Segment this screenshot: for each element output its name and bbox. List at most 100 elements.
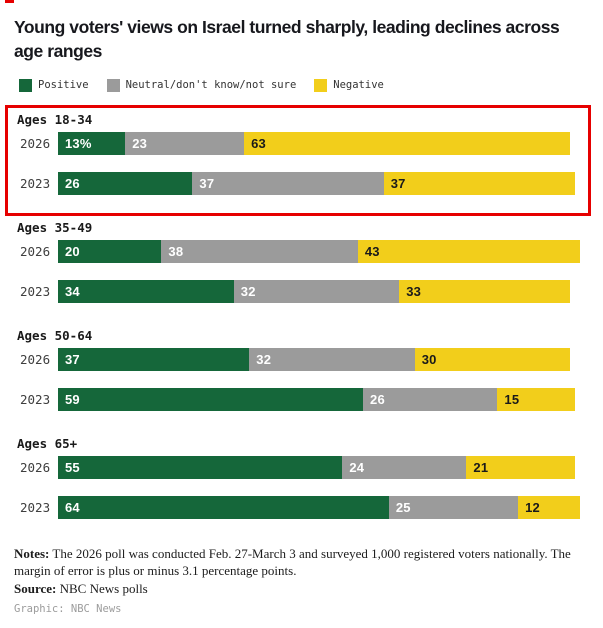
age-group-label: Ages 18-34: [17, 111, 93, 127]
segment-positive: 13%: [58, 131, 126, 155]
segment-value: 37: [65, 351, 80, 367]
bar-row-2026: 2026 55 24 21: [14, 455, 575, 479]
source-label: Source:: [14, 580, 57, 596]
segment-positive: 55: [58, 455, 343, 479]
year-label: 2023: [20, 175, 51, 191]
segment-value: 59: [65, 391, 80, 407]
age-group-section: Ages 35-49 2026 20 38 43 2023 34 32 33: [14, 219, 581, 303]
segment-neutral: 37: [192, 171, 384, 195]
source-text: NBC News polls: [59, 580, 148, 596]
bar-row-2023: 2023 34 32 33: [14, 279, 575, 303]
segment-value: 33: [406, 283, 422, 299]
neutral-swatch-icon: [106, 78, 120, 92]
stacked-bar: 26 37 37: [58, 171, 575, 195]
segment-neutral: 32: [249, 347, 415, 371]
segment-negative: 21: [466, 455, 575, 479]
bar-row-2026: 2026 13% 23 63: [14, 131, 575, 155]
age-group-section: Ages 18-34 2026 13% 23 63 2023 26 37 37: [5, 104, 591, 216]
notes-label: Notes:: [14, 545, 50, 561]
segment-value: 26: [65, 175, 80, 191]
segment-value: 38: [168, 243, 184, 259]
segment-positive: 37: [58, 347, 250, 371]
segment-positive: 64: [58, 495, 389, 519]
age-group-label: Ages 35-49: [17, 219, 93, 235]
segment-neutral: 23: [125, 131, 245, 155]
bar-row-2023: 2023 26 37 37: [14, 171, 575, 195]
bar-row-2023: 2023 64 25 12: [14, 495, 581, 519]
year-label: 2026: [20, 459, 51, 475]
segment-value: 15: [504, 391, 520, 407]
segment-negative: 63: [244, 131, 570, 155]
segment-neutral: 24: [342, 455, 467, 479]
segment-value: 34: [65, 283, 80, 299]
segment-value: 43: [364, 243, 380, 259]
year-label: 2023: [20, 283, 51, 299]
positive-swatch-icon: [19, 78, 32, 92]
year-label: 2023: [20, 499, 51, 515]
stacked-bar: 64 25 12: [58, 495, 581, 519]
bar-row-2026: 2026 20 38 43: [14, 239, 581, 263]
segment-value: 12: [525, 499, 540, 515]
legend: Positive Neutral/don't know/not sure Negat…: [19, 78, 589, 92]
negative-swatch-icon: [314, 78, 328, 92]
segment-negative: 43: [357, 239, 581, 263]
segment-value: 55: [65, 459, 80, 475]
segment-neutral: 32: [233, 279, 400, 303]
notes-text: The 2026 poll was conducted Feb. 27-Marc…: [14, 545, 571, 579]
segment-value: 25: [395, 499, 411, 515]
legend-item-positive: Positive: [19, 78, 89, 92]
age-group-section: Ages 65+ 2026 55 24 21 2023 64 25 12: [14, 435, 581, 519]
stacked-bar: 55 24 21: [58, 455, 575, 479]
red-crop-artifact-mark: [5, 0, 14, 3]
segment-value: 24: [349, 459, 365, 475]
stacked-bar: 59 26 15: [58, 387, 575, 411]
source: Source: NBC News polls: [14, 580, 589, 598]
year-label: 2026: [20, 351, 51, 367]
segment-negative: 33: [399, 279, 570, 303]
segment-value: 32: [256, 351, 272, 367]
stacked-bar-chart: Ages 18-34 2026 13% 23 63 2023 26 37 37 Ages 35-4…: [5, 104, 591, 519]
legend-label: Neutral/don't know/not sure: [125, 79, 297, 92]
year-label: 2026: [20, 243, 51, 259]
segment-value: 26: [370, 391, 385, 407]
segment-neutral: 25: [388, 495, 519, 519]
segment-negative: 37: [383, 171, 575, 195]
segment-neutral: 38: [161, 239, 358, 263]
segment-value: 23: [132, 135, 148, 151]
segment-neutral: 26: [363, 387, 498, 411]
segment-positive: 26: [58, 171, 193, 195]
year-label: 2026: [20, 135, 51, 151]
segment-negative: 15: [497, 387, 575, 411]
segment-positive: 20: [58, 239, 162, 263]
stacked-bar: 13% 23 63: [58, 131, 575, 155]
legend-item-negative: Negative: [314, 78, 384, 92]
legend-label: Negative: [333, 79, 384, 92]
segment-value: 21: [473, 459, 489, 475]
stacked-bar: 37 32 30: [58, 347, 575, 371]
bar-row-2023: 2023 59 26 15: [14, 387, 575, 411]
segment-value: 30: [421, 351, 437, 367]
segment-value: 37: [390, 175, 406, 191]
segment-value: 20: [65, 243, 80, 259]
segment-negative: 12: [518, 495, 581, 519]
age-group-label: Ages 65+: [17, 435, 78, 451]
segment-negative: 30: [414, 347, 570, 371]
legend-label: Positive: [38, 79, 89, 92]
notes: Notes: The 2026 poll was conducted Feb. …: [14, 545, 589, 580]
stacked-bar: 34 32 33: [58, 279, 575, 303]
segment-positive: 59: [58, 387, 364, 411]
segment-value: 32: [240, 283, 256, 299]
segment-value: 63: [251, 135, 266, 151]
age-group-label: Ages 50-64: [17, 327, 93, 343]
chart-title: Young voters' views on Israel turned sha…: [14, 17, 560, 61]
segment-value: 13%: [65, 135, 92, 151]
graphic-credit: Graphic: NBC News: [14, 603, 122, 616]
legend-item-neutral: Neutral/don't know/not sure: [106, 78, 297, 92]
segment-value: 37: [199, 175, 215, 191]
year-label: 2023: [20, 391, 51, 407]
bar-row-2026: 2026 37 32 30: [14, 347, 575, 371]
stacked-bar: 20 38 43: [58, 239, 581, 263]
age-group-section: Ages 50-64 2026 37 32 30 2023 59 26 15: [14, 329, 575, 411]
segment-positive: 34: [58, 279, 234, 303]
